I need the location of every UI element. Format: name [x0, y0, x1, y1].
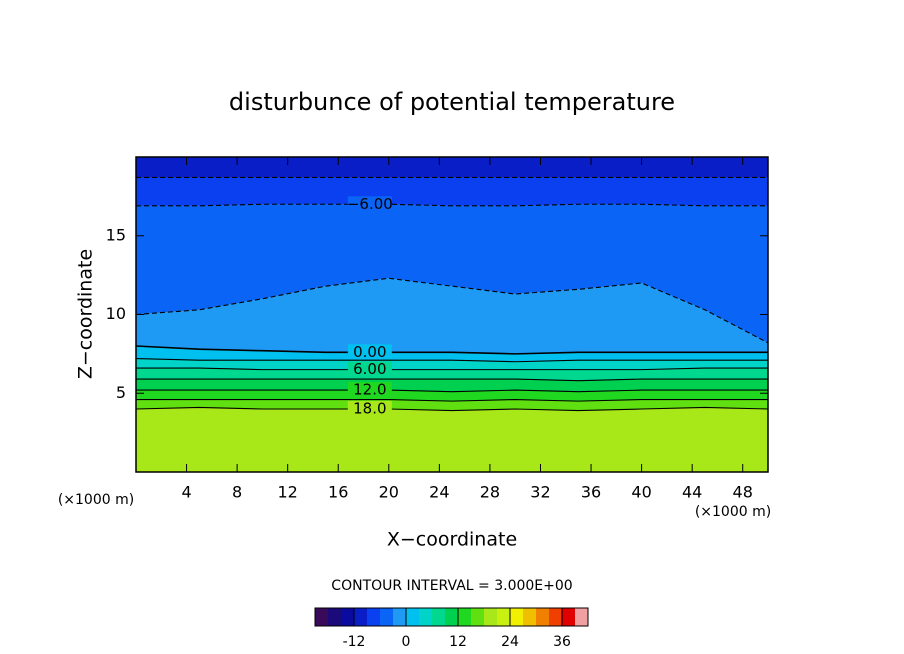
x-tick-label: 12: [278, 483, 298, 502]
contour-label-bg: [347, 401, 392, 417]
colorbar-cell: [406, 608, 419, 626]
contour-label-bg: [347, 344, 392, 361]
colorbar-cell: [445, 608, 458, 626]
x-tick-label: 20: [379, 483, 399, 502]
colorbar-cell: [484, 608, 497, 626]
colorbar-cell: [549, 608, 562, 626]
x-tick-label: 40: [631, 483, 651, 502]
contour-line: [136, 378, 768, 382]
contour-line: [135, 358, 768, 363]
contour-label: 6.00: [353, 360, 386, 378]
x-tick-label: 8: [232, 483, 242, 502]
contour-label: 18.0: [353, 400, 386, 418]
colorbar-cell: [536, 608, 549, 626]
colorbar-cell: [562, 608, 575, 626]
contour-line: [135, 406, 769, 412]
contour-label-bg: [347, 382, 392, 399]
x-tick-label: 32: [530, 483, 550, 502]
contour-label-bg: [347, 361, 392, 378]
colorbar-cell: [575, 608, 588, 626]
fill-band: [135, 177, 769, 207]
y-tick-label: 10: [106, 304, 126, 323]
colorbar-cell: [328, 608, 341, 626]
colorbar-frame: [314, 607, 589, 627]
contour-label: 12.0: [353, 381, 386, 399]
x-unit-label: (×1000 m): [695, 504, 771, 520]
x-tick-label: 16: [328, 483, 348, 502]
x-axis-label: X−coordinate: [387, 529, 517, 551]
contour-label: −6.00: [347, 195, 393, 213]
fill-band: [135, 156, 769, 178]
colorbar-cell: [497, 608, 510, 626]
colorbar-cell: [380, 608, 393, 626]
y-axis-label: Z−coordinate: [75, 249, 97, 379]
x-tick-label: 28: [480, 483, 500, 502]
colorbar-cell: [315, 608, 328, 626]
fill-band: [135, 407, 769, 473]
x-unit-label: (×1000 m): [58, 492, 134, 508]
colorbar-tick-label: 0: [402, 634, 411, 650]
contour-line: [136, 398, 768, 402]
colorbar-tick-label: 36: [553, 634, 571, 650]
colorbar-cell: [432, 608, 445, 626]
y-tick-label: 5: [116, 383, 126, 402]
colorbar-cell: [510, 608, 523, 626]
colorbar-tick-label: 24: [501, 634, 519, 650]
colorbar-cell: [458, 608, 471, 626]
x-tick-label: 24: [429, 483, 449, 502]
colorbar-tick-label: -12: [343, 634, 366, 650]
colorbar-cell: [354, 608, 367, 626]
colorbar-cell: [367, 608, 380, 626]
x-tick-label: 48: [733, 483, 753, 502]
colorbar-cell: [471, 608, 484, 626]
colorbar-cell: [523, 608, 536, 626]
contour-line: [136, 389, 768, 393]
contour-line: [135, 277, 769, 344]
x-tick-label: 4: [181, 483, 191, 502]
x-tick-label: 44: [682, 483, 702, 502]
contour-label: 0.00: [353, 343, 386, 361]
y-tick-label: 15: [106, 225, 126, 244]
contour-line: [136, 203, 768, 207]
chart-title: disturbunce of potential temperature: [229, 88, 675, 116]
contour-line: [135, 345, 768, 355]
annotation: CONTOUR INTERVAL = 3.000E+00: [331, 578, 572, 594]
contour-line: [136, 367, 768, 371]
colorbar-tick-label: 12: [449, 634, 467, 650]
colorbar-cell: [341, 608, 354, 626]
colorbar-cell: [419, 608, 432, 626]
colorbar-cell: [393, 608, 406, 626]
contour-label-bg: [347, 196, 392, 213]
x-tick-label: 36: [581, 483, 601, 502]
